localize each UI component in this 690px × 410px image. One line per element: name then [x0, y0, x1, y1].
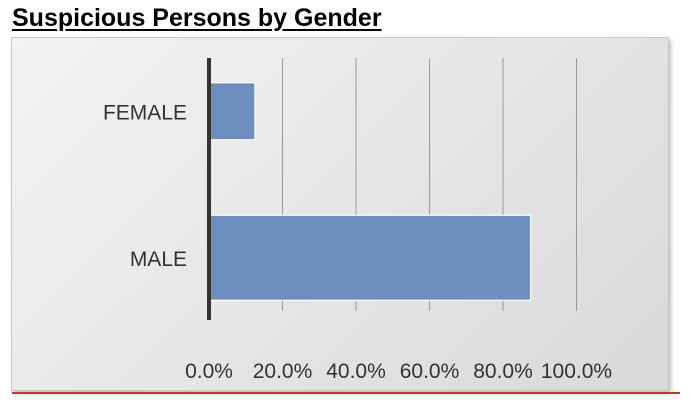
x-tick-label: 80.0% — [473, 360, 533, 383]
x-tick-label: 0.0% — [185, 360, 233, 383]
bar-chart: FEMALE MALE 0.0% 20.0% 40.0% 60.0% 80.0% 100.0% — [103, 58, 612, 383]
x-tick-label: 100.0% — [541, 360, 612, 383]
x-tick-label: 60.0% — [400, 360, 460, 383]
chart-area: FEMALE MALE 0.0% 20.0% 40.0% 60.0% 80.0% 100.0% — [11, 37, 669, 391]
bar-male — [208, 214, 532, 301]
chart-title: Suspicious Persons by Gender — [12, 4, 382, 32]
x-tick-label: 40.0% — [326, 360, 386, 383]
bottom-rule — [12, 392, 680, 394]
bar-female — [208, 82, 256, 141]
category-label-male: MALE — [130, 248, 187, 271]
x-tick-label: 20.0% — [253, 360, 313, 383]
category-label-female: FEMALE — [103, 101, 187, 124]
